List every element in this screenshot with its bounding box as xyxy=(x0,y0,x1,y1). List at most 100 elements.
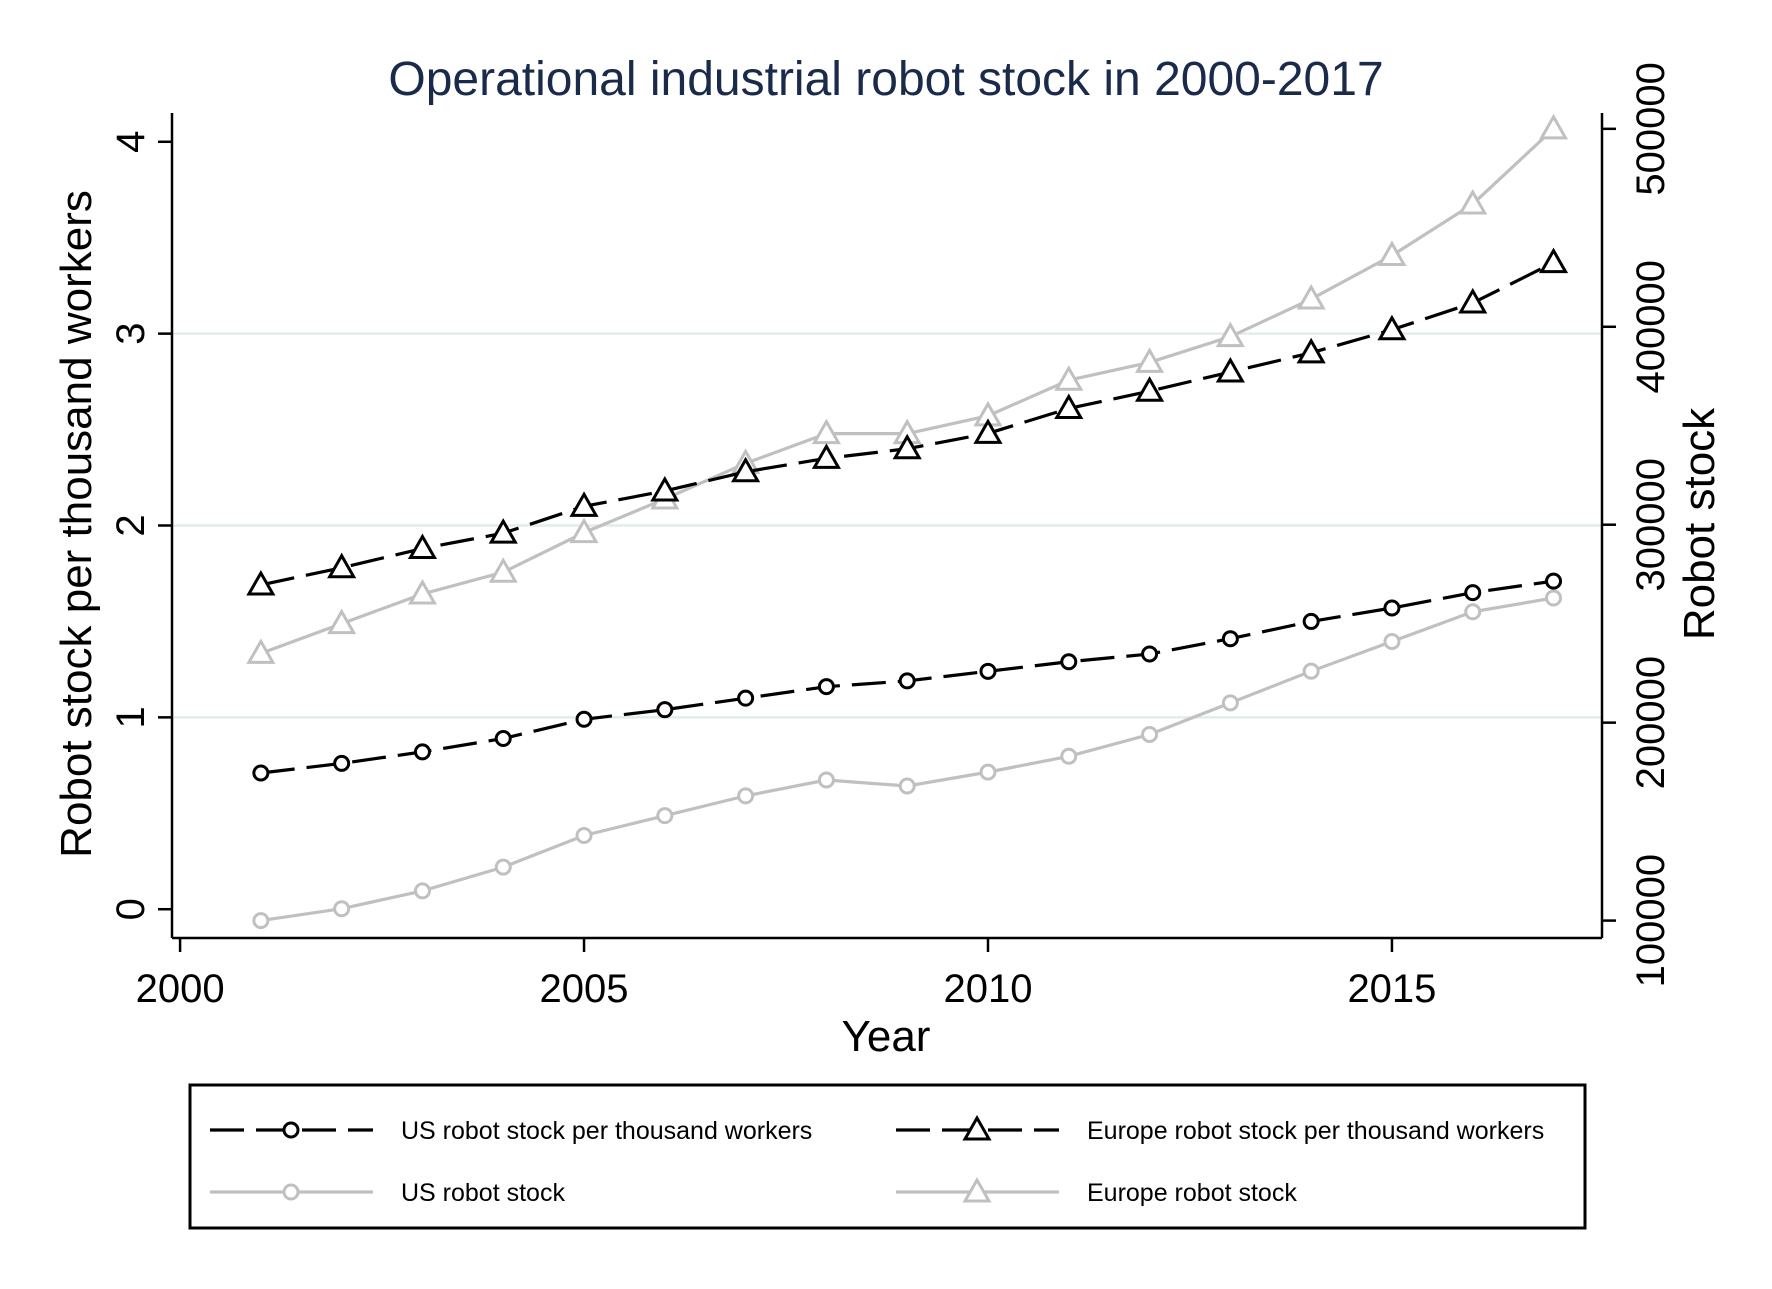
data-point xyxy=(817,771,835,789)
legend-item: Europe robot stock per thousand workers xyxy=(896,1114,1544,1145)
y-left-tick-label: 2 xyxy=(109,514,153,536)
data-point xyxy=(1296,337,1326,364)
y-axis-left: 0 1 2 3 4 xyxy=(109,131,172,920)
x-axis: 2000 2005 2010 2015 xyxy=(136,938,1436,1011)
data-point xyxy=(656,701,674,719)
data-point xyxy=(413,882,431,900)
legend: US robot stock per thousand workers Europ… xyxy=(188,1083,1587,1230)
y-left-tick-label: 1 xyxy=(109,706,153,728)
x-tick-label: 2000 xyxy=(136,967,225,1011)
y-axis-right: 100000 200000 300000 400000 500000 xyxy=(1602,62,1673,987)
y-left-tick-label: 0 xyxy=(109,898,153,920)
data-point xyxy=(731,456,761,483)
legend-marker xyxy=(962,1176,992,1203)
data-point xyxy=(1054,365,1084,391)
legend-box xyxy=(188,1083,1587,1230)
gridlines xyxy=(172,332,1602,719)
legend-label: Europe robot stock xyxy=(1087,1179,1297,1207)
legend-marker xyxy=(282,1183,300,1201)
legend-item: Europe robot stock xyxy=(896,1176,1297,1207)
data-point xyxy=(407,578,438,605)
chart-title: Operational industrial robot stock in 20… xyxy=(388,53,1383,106)
legend-marker xyxy=(282,1121,300,1139)
x-tick-label: 2005 xyxy=(540,967,629,1011)
data-point xyxy=(811,443,841,469)
data-point xyxy=(1545,572,1563,590)
series-line xyxy=(260,127,1555,655)
data-point xyxy=(1538,113,1569,140)
x-axis-title: Year xyxy=(842,1012,931,1061)
data-point xyxy=(1464,584,1482,602)
data-point xyxy=(575,826,593,844)
data-point xyxy=(1383,632,1401,650)
x-tick-label: 2015 xyxy=(1347,967,1436,1011)
y-axis-left-title: Robot stock per thousand workers xyxy=(52,190,101,858)
y-right-tick-label: 500000 xyxy=(1629,62,1673,195)
series-europe-robot-stock-per-thousand-workers xyxy=(246,247,1569,596)
data-point xyxy=(737,689,755,707)
data-point xyxy=(1215,321,1245,348)
data-point xyxy=(1302,662,1320,680)
data-point xyxy=(327,608,357,635)
y-right-tick-label: 300000 xyxy=(1629,458,1673,591)
data-point xyxy=(1054,393,1084,419)
data-point xyxy=(737,787,755,805)
data-point xyxy=(1545,589,1563,607)
legend-item: US robot stock xyxy=(210,1179,565,1207)
data-point xyxy=(246,569,276,596)
data-point xyxy=(979,763,997,781)
y-axis-right-title: Robot stock xyxy=(1675,407,1724,640)
data-point xyxy=(1215,356,1245,383)
data-point xyxy=(1141,645,1159,663)
data-point xyxy=(892,433,922,460)
y-left-tick-label: 3 xyxy=(109,323,153,345)
data-point xyxy=(569,517,599,544)
legend-item: US robot stock per thousand workers xyxy=(210,1117,812,1145)
data-point xyxy=(333,900,351,918)
data-point xyxy=(575,710,593,728)
series-europe-robot-stock xyxy=(246,113,1569,664)
data-point xyxy=(1377,240,1407,267)
data-point xyxy=(569,491,599,517)
data-point xyxy=(650,475,680,502)
data-point xyxy=(1221,630,1239,648)
data-point xyxy=(494,858,512,876)
data-point xyxy=(246,638,276,664)
data-point xyxy=(898,777,916,795)
y-left-tick-label: 4 xyxy=(109,131,153,153)
data-point xyxy=(1458,287,1488,314)
data-point xyxy=(1464,603,1482,621)
data-point xyxy=(1383,599,1401,617)
data-point xyxy=(898,672,916,690)
data-point xyxy=(407,533,438,560)
data-point xyxy=(488,518,518,544)
data-point xyxy=(252,764,270,782)
series-us-robot-stock xyxy=(252,589,1563,930)
data-point xyxy=(973,418,1003,444)
x-tick-label: 2010 xyxy=(943,967,1032,1011)
y-right-tick-label: 100000 xyxy=(1629,854,1673,987)
data-point xyxy=(1458,189,1488,215)
data-point xyxy=(252,912,270,930)
data-point xyxy=(979,662,997,680)
data-point xyxy=(1302,612,1320,630)
data-point xyxy=(1134,376,1165,402)
data-point xyxy=(494,729,512,747)
legend-label: Europe robot stock per thousand workers xyxy=(1087,1117,1544,1145)
data-point xyxy=(333,754,351,772)
legend-marker xyxy=(962,1114,992,1141)
data-point xyxy=(1296,284,1326,310)
legend-label: US robot stock xyxy=(401,1179,565,1207)
data-point xyxy=(811,418,841,445)
data-point xyxy=(488,557,518,583)
data-point xyxy=(413,743,431,761)
data-point xyxy=(1377,314,1407,341)
data-point xyxy=(327,552,357,579)
series-us-robot-stock-per-thousand-workers xyxy=(252,572,1563,782)
data-point xyxy=(1141,726,1159,744)
data-point xyxy=(1060,747,1078,765)
data-point xyxy=(1221,694,1239,712)
y-right-tick-label: 400000 xyxy=(1629,260,1673,393)
y-right-tick-label: 200000 xyxy=(1629,656,1673,789)
